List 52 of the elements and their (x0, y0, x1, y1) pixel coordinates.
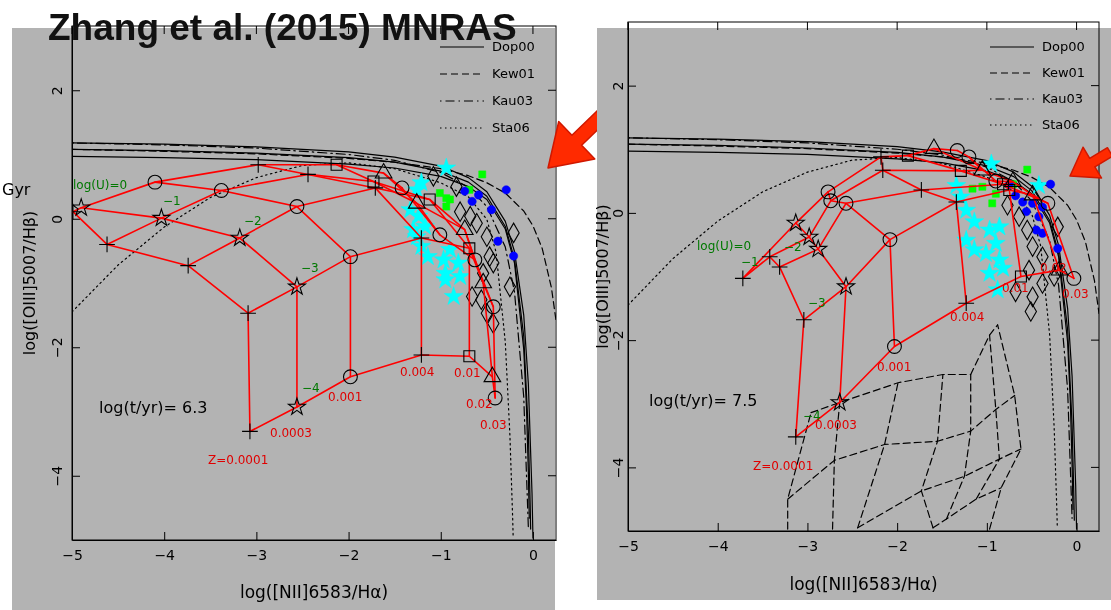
x-tick-label: −3 (797, 537, 819, 554)
x-tick-label: −2 (338, 546, 360, 563)
x-tick-label: −4 (707, 537, 729, 554)
annotation: −1 (741, 254, 759, 269)
y-axis-title: log([OIII]5007/Hβ) (592, 204, 612, 349)
text: Gyr (2, 179, 31, 199)
annotation: 0.004 (950, 309, 985, 324)
legend-label: Sta06 (492, 119, 530, 135)
annotation: −3 (808, 295, 826, 310)
y-tick-label: 0 (49, 214, 65, 224)
legend-label: Kew01 (1042, 64, 1086, 80)
legend-label: Kew01 (492, 65, 536, 81)
annotation: 0.004 (400, 364, 435, 379)
annotation: −3 (301, 260, 319, 275)
annotation: 0.01 (454, 365, 481, 380)
legend-label: Dop00 (1042, 38, 1085, 54)
annotation: log(t/yr)= 6.3 (99, 397, 208, 417)
y-tick-label: −4 (610, 457, 626, 479)
annotation: log(t/yr)= 7.5 (649, 390, 758, 410)
y-tick-label: 2 (610, 81, 626, 91)
x-tick-label: −5 (618, 537, 639, 554)
x-tick-label: 0 (528, 546, 538, 563)
annotation: −4 (302, 380, 320, 395)
y-tick-label: −2 (49, 337, 65, 359)
y-tick-label: 0 (610, 208, 626, 218)
legend-label: Sta06 (1042, 116, 1080, 132)
annotation: log(U)=0 (697, 238, 752, 253)
annotation: −2 (244, 213, 262, 228)
y-tick-label: −4 (49, 465, 65, 487)
x-tick-label: −1 (977, 537, 998, 554)
annotation: log(U)=0 (73, 177, 128, 192)
y-axis-title: log([OIII]5007/Hβ) (19, 210, 39, 356)
annotation: 0.001 (328, 389, 363, 404)
annotation: 0.001 (877, 359, 912, 374)
legend-label: Kau03 (492, 92, 534, 108)
annotation: 0.03 (480, 417, 507, 432)
x-tick-label: −4 (154, 546, 176, 563)
y-tick-label: −2 (610, 330, 626, 351)
x-tick-label: −1 (430, 546, 452, 563)
y-tick-label: 2 (49, 86, 65, 96)
legend-label: Kau03 (1042, 90, 1084, 106)
annotation: Z=0.0001 (208, 452, 269, 467)
x-tick-label: −5 (62, 546, 83, 563)
annotation: 0.0003 (270, 425, 312, 440)
x-axis-title: log([NII]6583/Hα) (789, 574, 938, 594)
x-axis-title: log([NII]6583/Hα) (239, 582, 389, 602)
annotation: 0.02 (466, 396, 493, 411)
x-tick-label: −3 (246, 546, 268, 563)
annotation: Z=0.0001 (753, 458, 814, 473)
x-tick-label: −2 (887, 537, 908, 554)
annotation: −1 (163, 193, 181, 208)
x-tick-label: 0 (1072, 537, 1082, 554)
